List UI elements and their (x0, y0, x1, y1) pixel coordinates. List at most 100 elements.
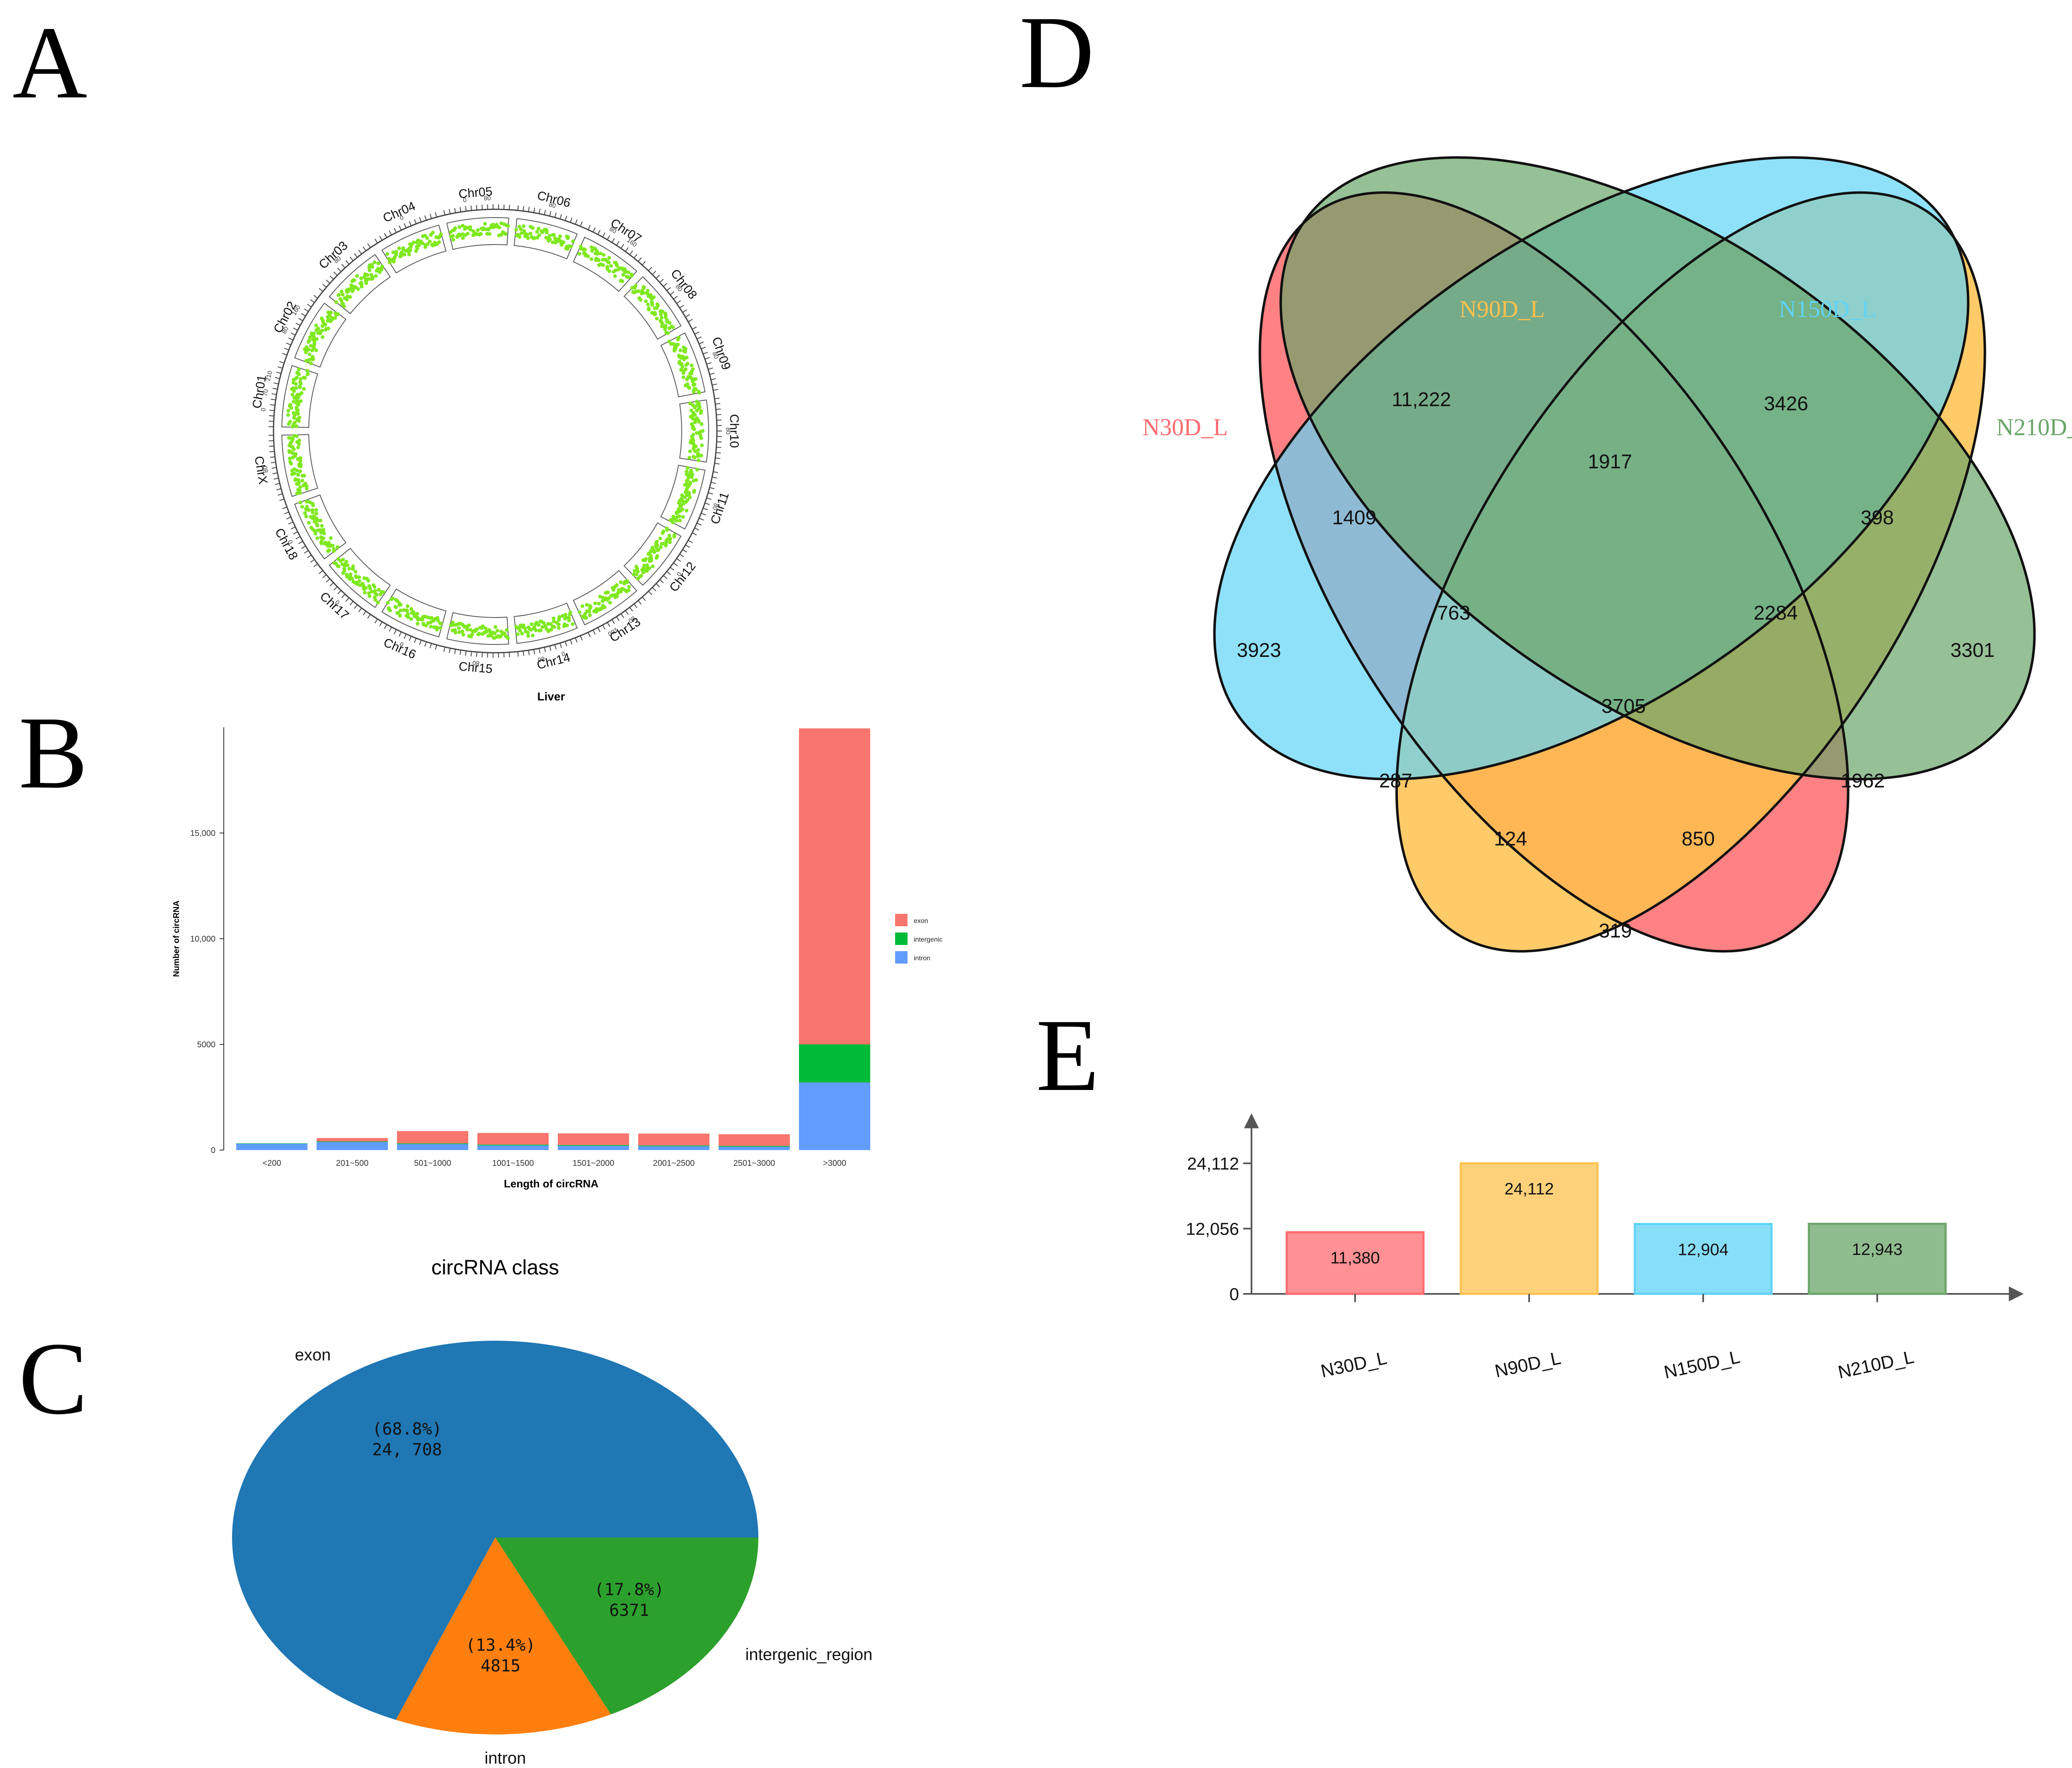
chromosome-label: Chr14 (535, 651, 571, 672)
axis-tick (270, 404, 275, 406)
scatter-point (634, 572, 639, 576)
axis-tick (682, 549, 687, 553)
scatter-point (467, 623, 471, 627)
axis-tick (670, 567, 675, 571)
pie-value-label: 24, 708 (372, 1440, 442, 1459)
venn-region-count: 3705 (1602, 695, 1646, 717)
scatter-point (323, 322, 327, 327)
x-tick-label: N210D_L (1836, 1347, 1916, 1383)
axis-tick (597, 230, 601, 235)
scatter-point (437, 240, 441, 244)
scatter-point (685, 470, 689, 474)
scatter-point (438, 621, 442, 625)
axis-tick (634, 603, 638, 608)
venn-set-label: N30D_L (1143, 414, 1228, 441)
scatter-point (636, 569, 640, 574)
scatter-point (296, 446, 300, 450)
axis-tick (394, 228, 397, 233)
scatter-point (668, 518, 673, 522)
axis-tick (379, 621, 383, 627)
scatter-point (290, 392, 295, 397)
scatter-point (367, 584, 371, 588)
scatter-point (516, 632, 520, 636)
scatter-point (557, 618, 561, 622)
bar-N30D_L (1285, 1231, 1425, 1295)
pie-percent-label: (13.4%) (466, 1636, 536, 1655)
scatter-point (494, 625, 498, 629)
scatter-point (292, 467, 296, 471)
scatter-point (535, 230, 539, 234)
chromosome-segment (660, 332, 706, 397)
scatter-point (526, 625, 530, 630)
axis-tick (625, 247, 629, 252)
axis-tick (692, 532, 697, 535)
bar-segment-exon (397, 1131, 468, 1143)
x-tick-label: 201~500 (336, 1159, 368, 1168)
scatter-point (687, 455, 691, 460)
chromosome-label: Chr15 (458, 660, 493, 676)
y-tick-label: 15,000 (190, 829, 215, 838)
scatter-point (298, 456, 303, 460)
scatter-point (548, 237, 552, 242)
scatter-point (699, 411, 703, 415)
scatter-point (588, 613, 592, 618)
venn-outline (1395, 191, 1986, 953)
axis-tick (697, 336, 702, 339)
scatter-point (636, 576, 640, 581)
scatter-point (461, 236, 465, 240)
scatter-point (680, 362, 684, 366)
chromosome-segment (329, 547, 391, 608)
venn-region-count: 398 (1861, 507, 1894, 529)
axis-tick (349, 601, 354, 605)
scatter-point (682, 357, 686, 361)
scatter-point (457, 225, 462, 229)
axis-tick (554, 212, 557, 218)
scatter-point (486, 634, 490, 638)
venn-region-count: 850 (1682, 828, 1715, 850)
scatter-point (305, 505, 309, 509)
scatter-point (320, 329, 324, 333)
scatter-point (598, 594, 602, 598)
axis-tick (704, 502, 710, 505)
scatter-point (431, 230, 435, 235)
panel-label-d: D (1019, 0, 1094, 110)
scatter-point (344, 559, 349, 564)
scatter-point (298, 485, 303, 489)
axis-tick (269, 451, 275, 453)
axis-tick (559, 214, 562, 219)
axis-tick (307, 555, 312, 558)
scatter-point (286, 409, 290, 413)
scatter-point (676, 342, 680, 346)
scatter-point (685, 472, 689, 477)
axis-tick (663, 575, 668, 579)
scatter-point (700, 422, 704, 426)
axis-tick-label: 80 (484, 195, 491, 202)
venn-region-count: 287 (1379, 770, 1412, 792)
axis-tick (276, 371, 281, 374)
axis-tick (465, 206, 467, 211)
axis-tick-label: 80 (548, 201, 557, 210)
scatter-point (647, 308, 651, 312)
axis-tick (706, 362, 712, 365)
axis-tick (313, 295, 318, 299)
scatter-point (356, 287, 360, 291)
axis-tick (435, 644, 437, 650)
scatter-point (554, 621, 559, 625)
axis-tick (676, 300, 681, 304)
scatter-point (495, 629, 499, 633)
axis-tick-label: 80 (724, 428, 731, 435)
scatter-point (681, 515, 685, 519)
bar-chart: 0 12,056 24,112 11,380 24,112 12,904 12,943 N… (1186, 1113, 2024, 1383)
scatter-point (685, 356, 689, 360)
scatter-point (487, 232, 491, 236)
scatter-point (671, 521, 675, 525)
scatter-point (393, 605, 397, 609)
axis-tick (409, 221, 412, 226)
axis-tick (288, 337, 293, 341)
chromosome-segment (281, 434, 318, 497)
scatter-point (291, 386, 295, 390)
scatter-point (417, 243, 421, 247)
venn-region-count: 763 (1437, 602, 1470, 624)
scatter-point (684, 363, 688, 367)
scatter-point (351, 288, 355, 292)
